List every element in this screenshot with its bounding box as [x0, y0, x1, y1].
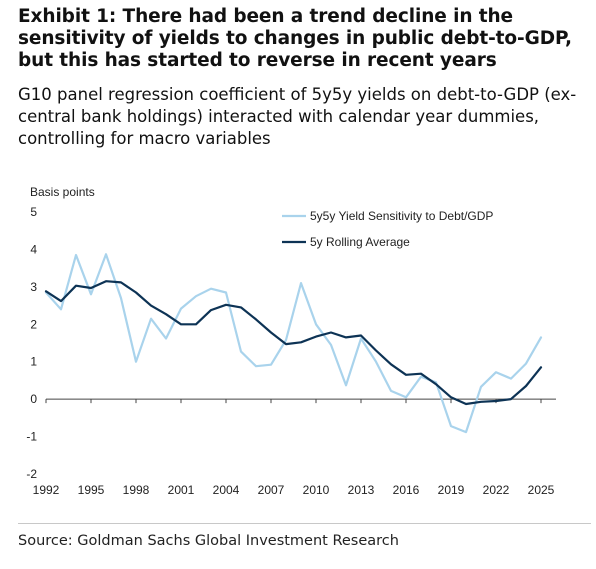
line-chart: Basis points -2 -1 0 1 2 3 4 5 1992 1995 1998 2001 2… — [26, 185, 556, 497]
y-tick-label: 3 — [30, 280, 37, 294]
x-tick-label: 2007 — [258, 483, 285, 497]
x-tick-label: 2016 — [393, 483, 420, 497]
x-tick-label: 2010 — [303, 483, 330, 497]
y-tick-label: 2 — [30, 317, 37, 331]
y-tick-label: 1 — [30, 355, 37, 369]
x-tick-label: 2013 — [348, 483, 375, 497]
x-tick-label: 1998 — [123, 483, 150, 497]
legend: 5y5y Yield Sensitivity to Debt/GDP 5y Rol… — [282, 209, 493, 249]
x-tick-label: 2022 — [483, 483, 510, 497]
x-tick-label: 1995 — [78, 483, 105, 497]
y-tick-label: 4 — [30, 242, 37, 256]
legend-label: 5y5y Yield Sensitivity to Debt/GDP — [310, 209, 493, 223]
y-axis-label: Basis points — [30, 185, 95, 199]
y-tick-label: -2 — [26, 467, 37, 481]
chart-title: Exhibit 1: There had been a trend declin… — [18, 6, 572, 71]
y-tick-label: 0 — [30, 392, 37, 406]
legend-label: 5y Rolling Average — [310, 235, 410, 249]
y-tick-label: 5 — [30, 205, 37, 219]
source-note: Source: Goldman Sachs Global Investment … — [18, 533, 399, 549]
series-line-yield-sensitivity — [44, 253, 543, 434]
x-tick-label: 2004 — [213, 483, 240, 497]
y-tick-label: -1 — [26, 430, 37, 444]
chart-subtitle: G10 panel regression coefficient of 5y5y… — [18, 85, 577, 148]
x-tick-label: 2019 — [438, 483, 465, 497]
series-line-rolling-average — [44, 280, 543, 406]
x-tick-label: 2025 — [528, 483, 555, 497]
series-group — [44, 253, 543, 434]
x-tick-label: 2001 — [168, 483, 195, 497]
footer-divider — [18, 523, 591, 524]
axes: -2 -1 0 1 2 3 4 5 1992 1995 1998 2001 2004 2007 2010 20… — [26, 205, 556, 497]
x-tick-label: 1992 — [33, 483, 60, 497]
